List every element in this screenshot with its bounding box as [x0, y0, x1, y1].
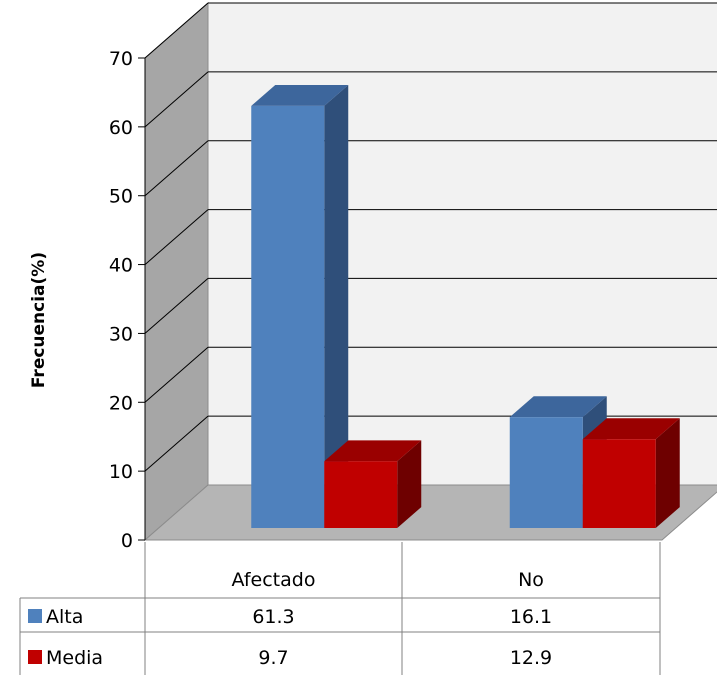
legend-swatch-media: [28, 650, 42, 664]
bar-media-afectado: [324, 461, 398, 528]
y-tick-label: 0: [121, 530, 133, 552]
legend-swatch-alta: [28, 609, 42, 623]
gridline-side: [144, 71, 209, 128]
gridline-side: [144, 415, 209, 472]
gridline-side: [144, 209, 209, 265]
bar-top-media: [324, 440, 422, 462]
gridline-side: [144, 140, 209, 197]
gridline-side: [144, 346, 209, 403]
bar-side-media: [655, 418, 680, 528]
y-tick-label: 60: [109, 117, 133, 139]
x-category-label: Afectado: [232, 569, 316, 591]
legend-label: Alta: [46, 606, 83, 628]
bar-alta-no: [509, 417, 583, 528]
data-label: 16.1: [510, 606, 552, 628]
bar-side-alta: [324, 85, 349, 529]
data-label: 9.7: [258, 647, 288, 669]
bar-top-alta: [509, 396, 607, 418]
legend-label: Media: [46, 647, 103, 669]
gridline-side: [144, 2, 209, 59]
y-tick-label: 40: [109, 255, 133, 277]
y-axis-label: Frecuencia(%): [29, 252, 49, 388]
y-tick-label: 30: [109, 323, 133, 345]
y-tick-label: 10: [109, 461, 133, 483]
y-tick-label: 50: [109, 186, 133, 208]
gridline-side: [144, 278, 209, 334]
y-tick-label: 70: [109, 48, 133, 70]
bar-top-media: [582, 418, 680, 440]
x-category-label: No: [518, 569, 544, 591]
bar-side-media: [397, 440, 422, 528]
bar-alta-afectado: [251, 105, 325, 529]
data-label: 12.9: [510, 647, 552, 669]
data-label: 61.3: [252, 606, 294, 628]
side-wall: [144, 1, 209, 542]
bar-top-alta: [251, 85, 349, 106]
bar-media-no: [582, 439, 656, 528]
y-tick-label: 20: [109, 392, 133, 414]
